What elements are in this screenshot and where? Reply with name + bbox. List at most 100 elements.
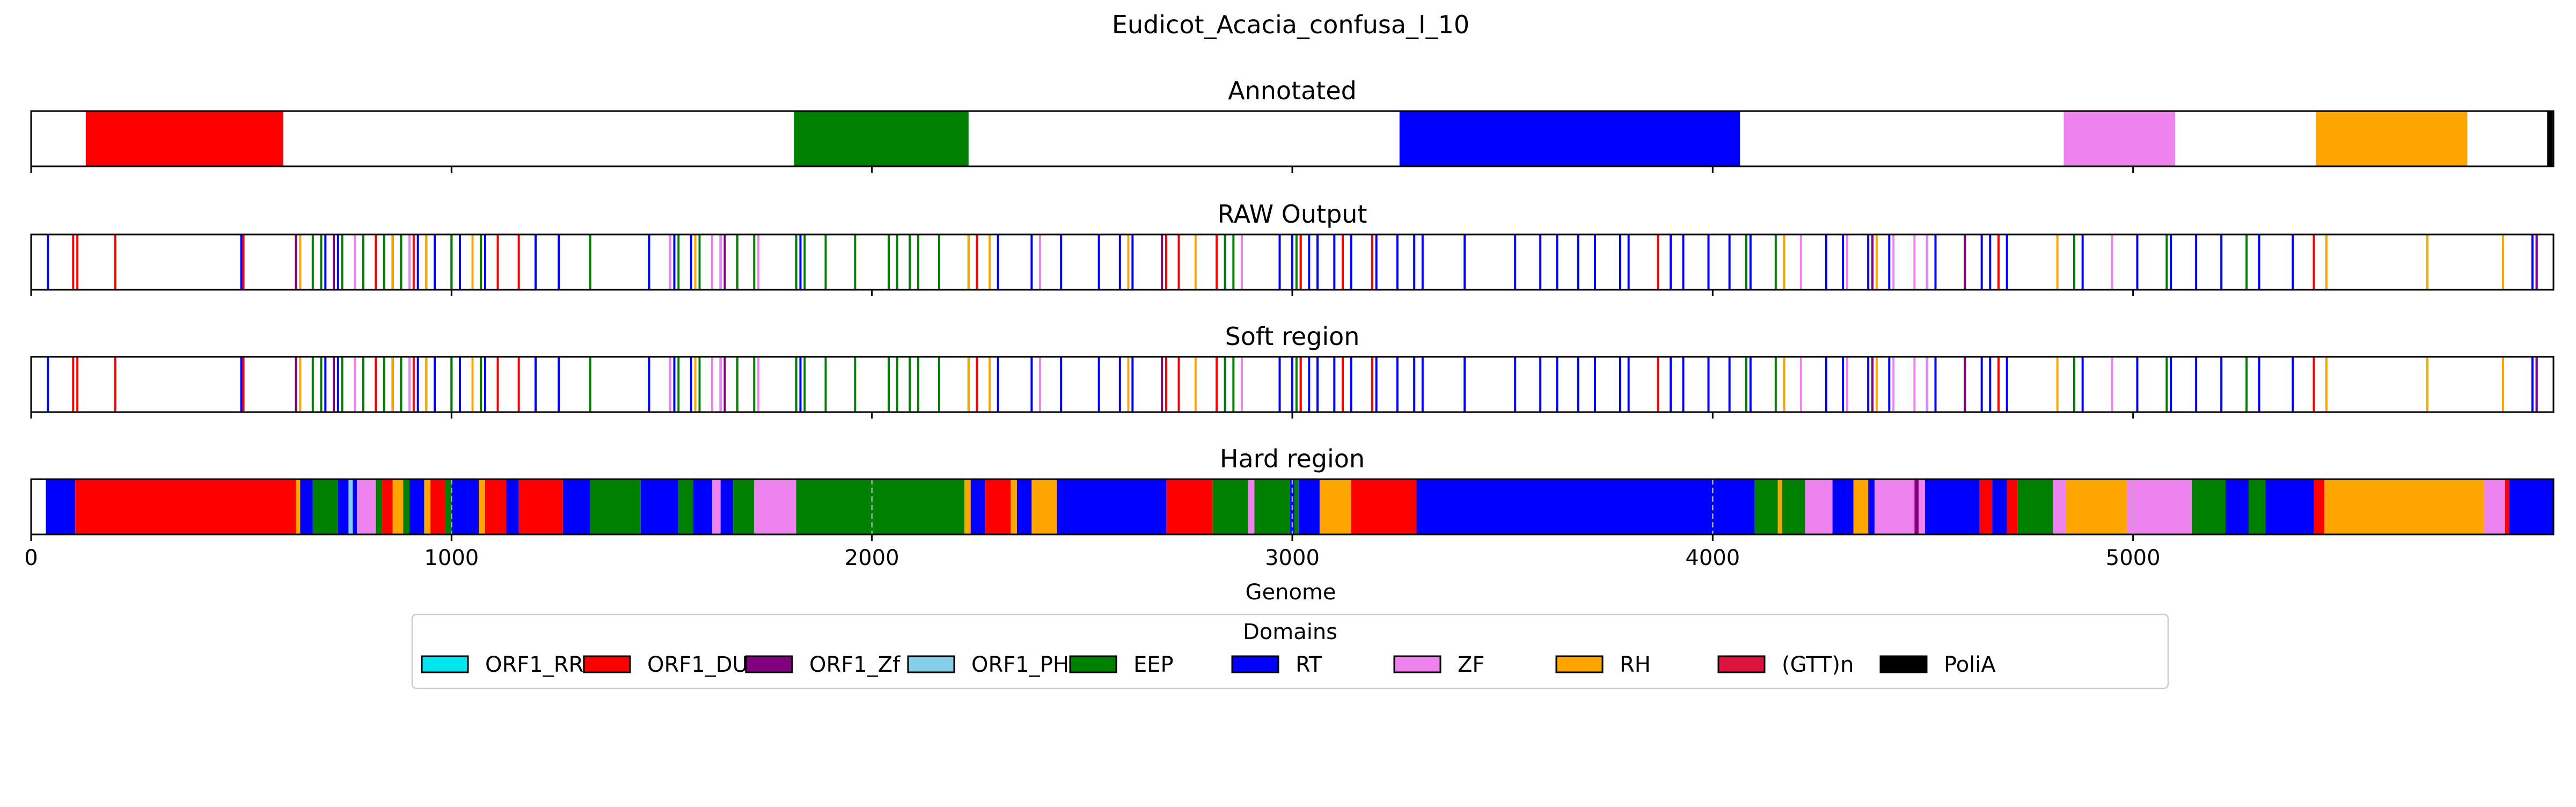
segment-orf1-duf xyxy=(1166,479,1213,534)
legend-item: ORF1_Zf xyxy=(745,652,901,677)
segment-rt xyxy=(970,479,986,534)
segment-zf xyxy=(1919,479,1925,534)
segment-rh xyxy=(424,479,431,534)
legend-swatch xyxy=(745,655,793,673)
segment-rt xyxy=(409,479,425,534)
legend-label: RH xyxy=(1620,652,1651,677)
segment-eep xyxy=(445,479,452,534)
segment-orf1-duf xyxy=(85,111,284,166)
segment-zf xyxy=(1805,479,1833,534)
segment-rt xyxy=(1057,479,1166,534)
segment-zf xyxy=(357,479,376,534)
segment-rh xyxy=(479,479,485,534)
x-tick-label: 3000 xyxy=(1265,546,1320,570)
legend-item: (GTT)n xyxy=(1717,652,1854,677)
segment-eep xyxy=(2017,479,2053,534)
legend-item: ORF1_RRM xyxy=(421,652,602,677)
legend-label: PoliA xyxy=(1944,652,1996,677)
segment-rt xyxy=(353,479,357,534)
legend-label: (GTT)n xyxy=(1782,652,1854,677)
legend-item: ORF1_PHA xyxy=(907,652,1084,677)
segment-orf1-duf xyxy=(75,479,296,534)
segment-rt xyxy=(338,479,349,534)
segment-orf1-duf xyxy=(1351,479,1417,534)
segment-rt xyxy=(693,479,712,534)
x-tick-label: 5000 xyxy=(2106,546,2161,570)
panel-annotated: Annotated xyxy=(30,76,2555,173)
legend-label: ORF1_PHA xyxy=(971,652,1084,677)
segment-rt xyxy=(2509,479,2553,534)
segment-eep xyxy=(376,479,383,534)
legend-label: ORF1_DUF xyxy=(647,652,760,677)
legend-title: Domains xyxy=(1243,620,1337,644)
panel-soft-region: Soft region xyxy=(30,322,2555,419)
segment-orf1-duf xyxy=(1979,479,1993,534)
segment-rt xyxy=(1924,479,1980,534)
segment-eep xyxy=(1254,479,1291,534)
panel-title: Soft region xyxy=(1225,322,1360,351)
segment-orf1-zf xyxy=(1914,479,1919,534)
segment-eep xyxy=(733,479,755,534)
segment-eep xyxy=(1212,479,1248,534)
legend-label: EEP xyxy=(1133,652,1174,677)
x-tick-label: 0 xyxy=(24,546,38,570)
segment-rt xyxy=(640,479,679,534)
segment-zf xyxy=(1874,479,1915,534)
segment-rh xyxy=(392,479,404,534)
x-tick-label: 2000 xyxy=(845,546,899,570)
segment-orf1-duf xyxy=(430,479,445,534)
legend-label: ORF1_RRM xyxy=(485,652,602,677)
segment-rh xyxy=(1777,479,1782,534)
segment-rh xyxy=(1319,479,1351,534)
segment-rh xyxy=(1011,479,1017,534)
segment-rt xyxy=(1868,479,1875,534)
segment-eep xyxy=(312,479,338,534)
segment-rh xyxy=(296,479,301,534)
segment-rt xyxy=(720,479,734,534)
segment-rt xyxy=(562,479,590,534)
legend-item: RT xyxy=(1231,652,1322,677)
segment-rh xyxy=(964,479,971,534)
segment-orf1-duf xyxy=(2505,479,2509,534)
x-tick-label: 4000 xyxy=(1685,546,1740,570)
legend-swatch xyxy=(1879,655,1928,673)
legend-swatch xyxy=(1717,655,1766,673)
panel-raw-output: RAW Output xyxy=(30,200,2555,296)
segment-rt xyxy=(1992,479,2007,534)
segment-rt xyxy=(1298,479,1320,534)
legend-item: RH xyxy=(1555,652,1651,677)
segment-rt xyxy=(451,479,479,534)
segment-rt xyxy=(1399,111,1740,166)
segment-rt xyxy=(1016,479,1032,534)
segment-zf xyxy=(712,479,721,534)
legend-item: PoliA xyxy=(1879,652,1996,677)
segment-eep xyxy=(678,479,693,534)
segment-rt xyxy=(1832,479,1854,534)
panel-hard-region: Hard region 0 1000 2000 3000 4000 5000 xyxy=(24,444,2555,570)
legend-swatch xyxy=(421,655,469,673)
segment-orf1-pha xyxy=(348,479,353,534)
panel-title: Annotated xyxy=(1228,76,1357,105)
segment-eep xyxy=(1782,479,1805,534)
segment-rh xyxy=(2324,479,2484,534)
segment-polia xyxy=(2547,111,2553,166)
panel-title: RAW Output xyxy=(1218,200,1367,229)
legend-item: ZF xyxy=(1393,652,1484,677)
segment-rt xyxy=(300,479,313,534)
segment-orf1-duf xyxy=(382,479,393,534)
segment-orf1-duf xyxy=(518,479,563,534)
segment-eep xyxy=(796,479,964,534)
segment-rt xyxy=(2226,479,2249,534)
segment-orf1-duf xyxy=(2314,479,2325,534)
legend-swatch xyxy=(1069,655,1117,673)
segment-orf1-duf xyxy=(2007,479,2018,534)
segment-rh xyxy=(1853,479,1869,534)
legend-item: EEP xyxy=(1069,652,1174,677)
segment-rt xyxy=(506,479,519,534)
panel-title: Hard region xyxy=(1220,444,1365,473)
segment-eep xyxy=(1294,479,1299,534)
segment-rt xyxy=(46,479,76,534)
legend-swatch xyxy=(1231,655,1279,673)
segment-eep xyxy=(2192,479,2226,534)
